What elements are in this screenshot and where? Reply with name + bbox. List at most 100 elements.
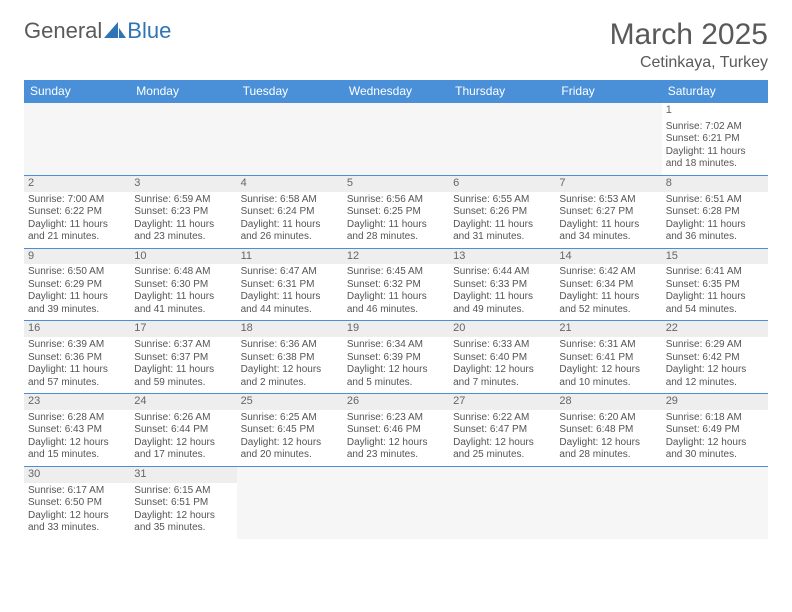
- daylight-text: Daylight: 11 hours and 52 minutes.: [559, 291, 657, 316]
- calendar-day-cell: 14Sunrise: 6:42 AMSunset: 6:34 PMDayligh…: [555, 248, 661, 321]
- calendar-day-cell: [555, 103, 661, 176]
- calendar-day-cell: 29Sunrise: 6:18 AMSunset: 6:49 PMDayligh…: [662, 394, 768, 467]
- weekday-header-row: Sunday Monday Tuesday Wednesday Thursday…: [24, 80, 768, 103]
- sunset-text: Sunset: 6:30 PM: [134, 279, 232, 292]
- sunset-text: Sunset: 6:44 PM: [134, 424, 232, 437]
- sunrise-text: Sunrise: 6:28 AM: [28, 412, 126, 425]
- sunset-text: Sunset: 6:40 PM: [453, 352, 551, 365]
- day-number: 27: [449, 394, 555, 410]
- calendar-day-cell: 3Sunrise: 6:59 AMSunset: 6:23 PMDaylight…: [130, 175, 236, 248]
- sunrise-text: Sunrise: 6:47 AM: [241, 266, 339, 279]
- daylight-text: Daylight: 11 hours and 28 minutes.: [347, 219, 445, 244]
- logo: General Blue: [24, 18, 171, 44]
- day-number: 25: [237, 394, 343, 410]
- daylight-text: Daylight: 12 hours and 20 minutes.: [241, 437, 339, 462]
- title-block: March 2025 Cetinkaya, Turkey: [610, 18, 768, 72]
- calendar-day-cell: 4Sunrise: 6:58 AMSunset: 6:24 PMDaylight…: [237, 175, 343, 248]
- day-number: 26: [343, 394, 449, 410]
- sunset-text: Sunset: 6:31 PM: [241, 279, 339, 292]
- logo-text-blue: Blue: [127, 18, 171, 44]
- calendar-day-cell: 18Sunrise: 6:36 AMSunset: 6:38 PMDayligh…: [237, 321, 343, 394]
- weekday-header: Saturday: [662, 80, 768, 103]
- daylight-text: Daylight: 11 hours and 41 minutes.: [134, 291, 232, 316]
- day-number: 21: [555, 321, 661, 337]
- calendar-day-cell: [24, 103, 130, 176]
- day-number: 18: [237, 321, 343, 337]
- daylight-text: Daylight: 11 hours and 57 minutes.: [28, 364, 126, 389]
- day-number: 7: [555, 176, 661, 192]
- calendar-day-cell: 22Sunrise: 6:29 AMSunset: 6:42 PMDayligh…: [662, 321, 768, 394]
- sunset-text: Sunset: 6:45 PM: [241, 424, 339, 437]
- weekday-header: Friday: [555, 80, 661, 103]
- weekday-header: Tuesday: [237, 80, 343, 103]
- page-header: General Blue March 2025 Cetinkaya, Turke…: [24, 18, 768, 72]
- day-number: 28: [555, 394, 661, 410]
- logo-text-general: General: [24, 18, 102, 44]
- day-number: 17: [130, 321, 236, 337]
- calendar-day-cell: 25Sunrise: 6:25 AMSunset: 6:45 PMDayligh…: [237, 394, 343, 467]
- sunset-text: Sunset: 6:32 PM: [347, 279, 445, 292]
- sunrise-text: Sunrise: 6:37 AM: [134, 339, 232, 352]
- calendar-day-cell: 10Sunrise: 6:48 AMSunset: 6:30 PMDayligh…: [130, 248, 236, 321]
- daylight-text: Daylight: 11 hours and 46 minutes.: [347, 291, 445, 316]
- calendar-day-cell: [449, 103, 555, 176]
- sunrise-text: Sunrise: 6:55 AM: [453, 194, 551, 207]
- daylight-text: Daylight: 12 hours and 7 minutes.: [453, 364, 551, 389]
- sunset-text: Sunset: 6:39 PM: [347, 352, 445, 365]
- daylight-text: Daylight: 11 hours and 36 minutes.: [666, 219, 764, 244]
- daylight-text: Daylight: 11 hours and 23 minutes.: [134, 219, 232, 244]
- sunset-text: Sunset: 6:25 PM: [347, 206, 445, 219]
- sunrise-text: Sunrise: 6:22 AM: [453, 412, 551, 425]
- day-number: 24: [130, 394, 236, 410]
- daylight-text: Daylight: 11 hours and 59 minutes.: [134, 364, 232, 389]
- day-number: 6: [449, 176, 555, 192]
- weekday-header: Monday: [130, 80, 236, 103]
- calendar-day-cell: [662, 466, 768, 538]
- sunset-text: Sunset: 6:43 PM: [28, 424, 126, 437]
- sunset-text: Sunset: 6:48 PM: [559, 424, 657, 437]
- calendar-day-cell: [449, 466, 555, 538]
- calendar-day-cell: 23 Sunrise: 6:28 AMSunset: 6:43 PMDayligh…: [24, 394, 130, 467]
- calendar-day-cell: 21Sunrise: 6:31 AMSunset: 6:41 PMDayligh…: [555, 321, 661, 394]
- daylight-text: Daylight: 11 hours and 31 minutes.: [453, 219, 551, 244]
- calendar-day-cell: 24Sunrise: 6:26 AMSunset: 6:44 PMDayligh…: [130, 394, 236, 467]
- sunset-text: Sunset: 6:42 PM: [666, 352, 764, 365]
- daylight-text: Daylight: 11 hours and 44 minutes.: [241, 291, 339, 316]
- sunset-text: Sunset: 6:36 PM: [28, 352, 126, 365]
- calendar-day-cell: 17Sunrise: 6:37 AMSunset: 6:37 PMDayligh…: [130, 321, 236, 394]
- daylight-text: Daylight: 12 hours and 17 minutes.: [134, 437, 232, 462]
- daylight-text: Daylight: 11 hours and 54 minutes.: [666, 291, 764, 316]
- daylight-text: Daylight: 12 hours and 30 minutes.: [666, 437, 764, 462]
- sunrise-text: Sunrise: 6:29 AM: [666, 339, 764, 352]
- calendar-day-cell: 15Sunrise: 6:41 AMSunset: 6:35 PMDayligh…: [662, 248, 768, 321]
- day-number: 10: [130, 249, 236, 265]
- calendar-day-cell: 20Sunrise: 6:33 AMSunset: 6:40 PMDayligh…: [449, 321, 555, 394]
- calendar-day-cell: 31Sunrise: 6:15 AMSunset: 6:51 PMDayligh…: [130, 466, 236, 538]
- daylight-text: Daylight: 12 hours and 2 minutes.: [241, 364, 339, 389]
- sunset-text: Sunset: 6:24 PM: [241, 206, 339, 219]
- calendar-day-cell: 27Sunrise: 6:22 AMSunset: 6:47 PMDayligh…: [449, 394, 555, 467]
- day-number: 19: [343, 321, 449, 337]
- sunrise-text: Sunrise: 6:42 AM: [559, 266, 657, 279]
- day-number: 2: [24, 176, 130, 192]
- daylight-text: Daylight: 12 hours and 35 minutes.: [134, 510, 232, 535]
- calendar-day-cell: 7Sunrise: 6:53 AMSunset: 6:27 PMDaylight…: [555, 175, 661, 248]
- day-number: 12: [343, 249, 449, 265]
- calendar-week-row: 2Sunrise: 7:00 AMSunset: 6:22 PMDaylight…: [24, 175, 768, 248]
- daylight-text: Daylight: 12 hours and 23 minutes.: [347, 437, 445, 462]
- daylight-text: Daylight: 11 hours and 49 minutes.: [453, 291, 551, 316]
- calendar-day-cell: 2Sunrise: 7:00 AMSunset: 6:22 PMDaylight…: [24, 175, 130, 248]
- sunset-text: Sunset: 6:21 PM: [666, 133, 764, 146]
- sunset-text: Sunset: 6:51 PM: [134, 497, 232, 510]
- sunrise-text: Sunrise: 6:59 AM: [134, 194, 232, 207]
- calendar-day-cell: 1Sunrise: 7:02 AMSunset: 6:21 PMDaylight…: [662, 103, 768, 176]
- sunset-text: Sunset: 6:46 PM: [347, 424, 445, 437]
- sunset-text: Sunset: 6:49 PM: [666, 424, 764, 437]
- day-number: 23: [24, 394, 130, 410]
- sunrise-text: Sunrise: 6:48 AM: [134, 266, 232, 279]
- calendar-day-cell: 16Sunrise: 6:39 AMSunset: 6:36 PMDayligh…: [24, 321, 130, 394]
- sunrise-text: Sunrise: 6:39 AM: [28, 339, 126, 352]
- daylight-text: Daylight: 11 hours and 21 minutes.: [28, 219, 126, 244]
- daylight-text: Daylight: 12 hours and 15 minutes.: [28, 437, 126, 462]
- sunset-text: Sunset: 6:47 PM: [453, 424, 551, 437]
